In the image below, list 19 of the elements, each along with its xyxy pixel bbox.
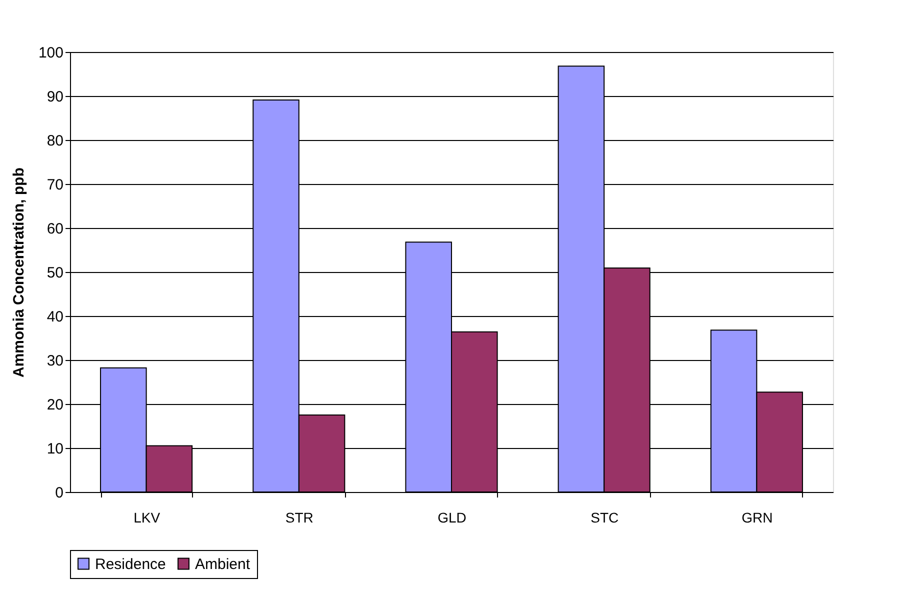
y-tick-label: 50 xyxy=(46,264,64,282)
legend-label: Residence xyxy=(95,556,166,573)
y-tick-label: 30 xyxy=(46,352,64,370)
y-tick-label: 90 xyxy=(46,88,64,106)
y-tick-label: 40 xyxy=(46,308,64,326)
x-tick-label: STR xyxy=(285,510,314,526)
x-tick-label: LKV xyxy=(134,510,161,526)
y-tick-label: 100 xyxy=(38,44,64,62)
y-tick-label: 0 xyxy=(55,484,64,502)
x-tick-label: STC xyxy=(590,510,619,526)
y-tick-label: 10 xyxy=(46,440,64,458)
y-tick-label: 60 xyxy=(46,220,64,238)
x-tick-label: GRN xyxy=(742,510,773,526)
x-tick-label: GLD xyxy=(438,510,466,526)
legend-label: Ambient xyxy=(195,556,251,573)
y-axis-title: Ammonia Concentration, ppb xyxy=(10,168,28,378)
y-tick-label: 70 xyxy=(46,176,64,194)
y-tick-label: 20 xyxy=(46,396,64,414)
y-tick-label: 80 xyxy=(46,132,64,150)
